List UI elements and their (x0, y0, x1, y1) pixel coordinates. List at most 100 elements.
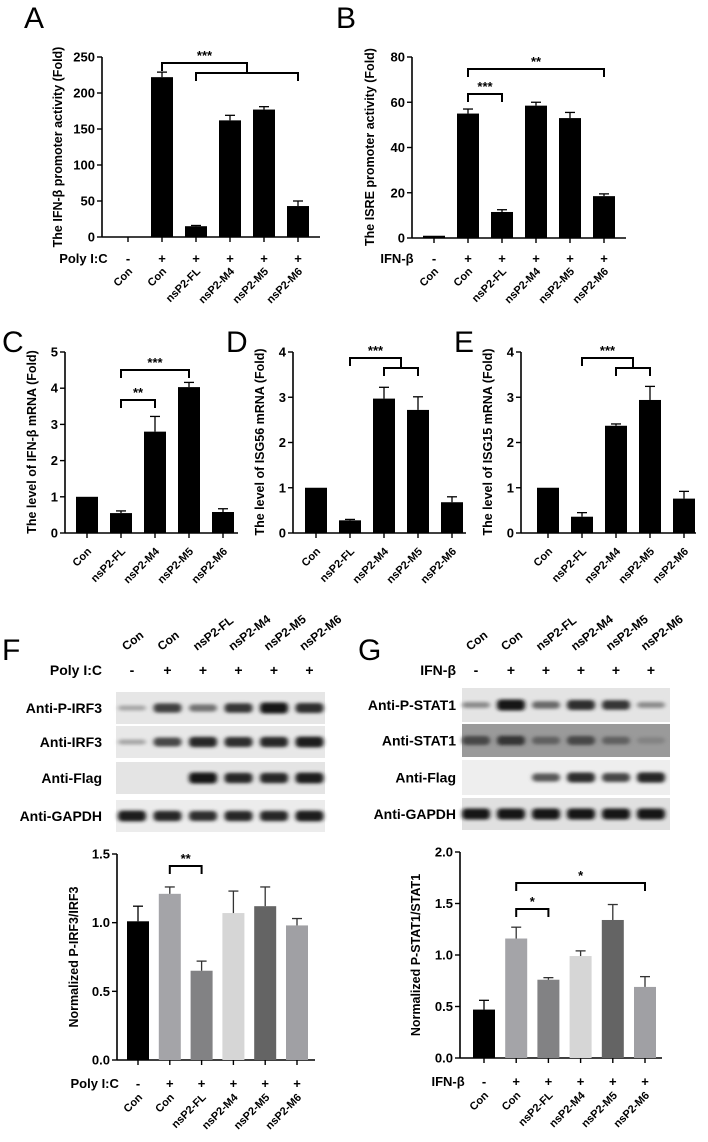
lane-label: Con (498, 628, 525, 653)
bar (634, 986, 656, 1058)
treatment-sign: + (577, 662, 585, 678)
bar (212, 512, 234, 533)
blot-band (637, 701, 665, 709)
blot-membrane (462, 724, 670, 757)
blot-band (462, 701, 490, 709)
category-label: nsP2-M6 (190, 546, 230, 586)
y-axis-label: Normalized P-STAT1/STAT1 (409, 874, 423, 1036)
antibody-label: Anti-GAPDH (374, 806, 456, 822)
antibody-label: Anti-Flag (41, 770, 102, 786)
treatment-label: IFN-β (380, 251, 413, 266)
treatment-sign: + (532, 251, 540, 266)
category-label: Con (532, 545, 556, 569)
bar (569, 956, 592, 1058)
blot-band (602, 808, 630, 820)
bar (144, 431, 166, 533)
y-tick-label: 0.5 (435, 999, 453, 1014)
category-label: Con (500, 1089, 524, 1113)
chart-a-ifnb-promoter: 0 50 100 150 200 250 The IFN-β promoter activi… (51, 47, 320, 306)
category-label: Con (112, 265, 136, 289)
treatment-sign: + (234, 662, 242, 678)
blot-row: Anti-P-IRF3 (26, 692, 325, 724)
category-label: nsP2-M6 (612, 1090, 652, 1130)
significance-label: *** (477, 79, 493, 94)
y-tick-label: 1 (279, 480, 286, 495)
blot-band (118, 705, 146, 711)
bar (407, 409, 429, 533)
blot-row: Anti-GAPDH (374, 798, 670, 830)
significance-bracket (120, 399, 156, 408)
y-tick-label: 0 (507, 526, 514, 541)
category-label: nsP2-M5 (385, 546, 425, 586)
y-tick-label: 3 (279, 390, 286, 405)
panel-letter-b: B (336, 2, 356, 35)
bar (457, 113, 479, 238)
treatment-sign: + (166, 1076, 174, 1091)
treatment-sign: + (498, 251, 506, 266)
chart-e-isg15-mrna: 0 1 2 3 4 The level of ISG15 mRNA (Fold) Con ns… (481, 343, 696, 586)
y-tick-label: 4 (279, 345, 287, 360)
bar (286, 925, 308, 1060)
blot-row: Anti-STAT1 (382, 724, 670, 757)
treatment-sign: + (512, 1074, 520, 1089)
chart-d-isg56-mrna: 0 1 2 3 4 The level of ISG56 mRNA (Fold) Con ns… (253, 343, 466, 586)
blot-membrane (462, 798, 670, 830)
blot-band (224, 772, 253, 784)
y-axis-label: The level of IFN-β mRNA (Fold) (25, 350, 39, 534)
significance-bracket (515, 882, 646, 891)
y-tick-label: 5 (51, 345, 58, 360)
significance-bracket (195, 72, 299, 81)
significance-label: *** (197, 48, 213, 63)
treatment-sign: + (647, 662, 655, 678)
blot-band (497, 735, 525, 746)
y-tick-label: 1 (51, 489, 58, 504)
blot-band (532, 773, 560, 782)
blot-band (260, 736, 288, 748)
y-tick-label: 2 (51, 453, 58, 468)
treatment-sign: + (609, 1074, 617, 1089)
bar (287, 206, 309, 237)
significance-bracket (581, 357, 634, 368)
y-tick-label: 250 (73, 50, 95, 65)
category-label: Con (71, 545, 95, 569)
lane-label: Con (155, 628, 182, 653)
category-label: nsP2-M6 (419, 546, 459, 586)
blot-row: Anti-Flag (41, 762, 325, 794)
blot-band (567, 772, 595, 783)
y-tick-label: 2.0 (435, 845, 453, 860)
bar (178, 387, 200, 533)
y-tick-label: 1.0 (435, 948, 453, 963)
treatment-sign: + (293, 1076, 301, 1091)
y-tick-label: 0 (88, 230, 95, 245)
treatment-sign: + (260, 251, 268, 266)
blot-band (224, 810, 253, 822)
bar (339, 520, 361, 533)
treatment-sign: + (226, 251, 234, 266)
blot-band (637, 772, 665, 783)
treatment-label: Poly I:C (50, 662, 102, 678)
significance-bracket (383, 367, 419, 376)
category-label: Con (418, 265, 442, 289)
category-label: Con (146, 265, 170, 289)
treatment-sign: + (464, 251, 472, 266)
blot-membrane (462, 688, 670, 722)
y-tick-label: 0.5 (92, 984, 110, 999)
blot-band (189, 704, 217, 712)
blot-band (497, 808, 525, 820)
blot-band (462, 736, 490, 745)
western-blot-g: Con-Con+nsP2-FL+nsP2-M4+nsP2-M5+nsP2-M6+… (368, 612, 686, 830)
blot-band (260, 810, 288, 822)
y-tick-label: 3 (51, 417, 58, 432)
blot-band (189, 736, 217, 748)
category-label: nsP2-M5 (156, 546, 196, 586)
significance-bracket (168, 865, 203, 874)
blot-band (189, 772, 217, 784)
blot-band (602, 736, 630, 745)
panel-letter-f: F (2, 634, 20, 667)
y-tick-label: 50 (81, 194, 95, 209)
y-tick-label: 0 (279, 526, 286, 541)
lane-label: Con (119, 628, 146, 653)
blot-band (567, 736, 595, 745)
y-tick-label: 1.5 (92, 847, 110, 862)
significance-label: * (530, 894, 536, 909)
